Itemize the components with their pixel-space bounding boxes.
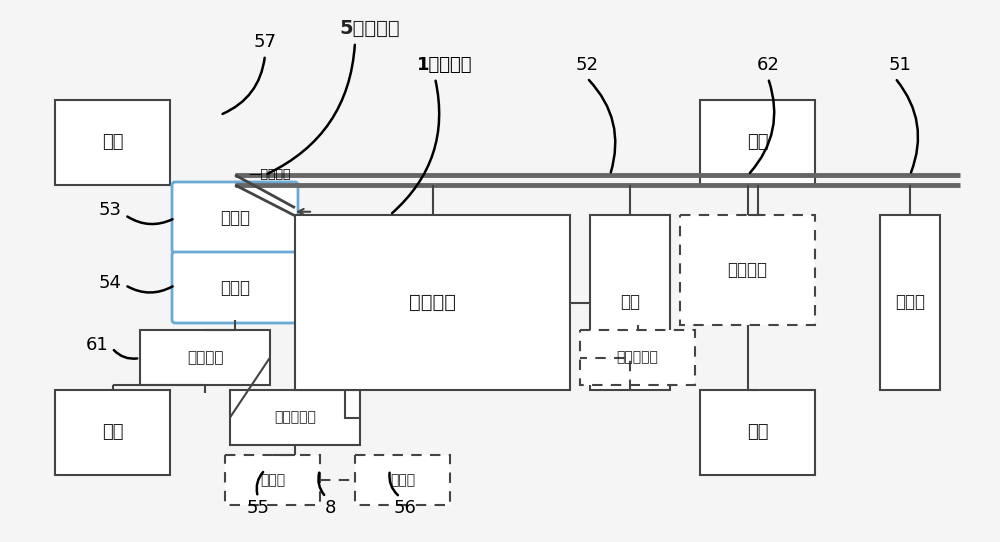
Text: 车轮: 车轮 xyxy=(747,133,768,152)
Text: 换电电池: 换电电池 xyxy=(409,293,456,312)
FancyBboxPatch shape xyxy=(225,455,320,505)
FancyBboxPatch shape xyxy=(172,252,298,323)
Text: 充电机: 充电机 xyxy=(260,473,285,487)
FancyBboxPatch shape xyxy=(590,215,670,390)
Text: 发电机: 发电机 xyxy=(220,279,250,296)
FancyBboxPatch shape xyxy=(880,215,940,390)
Text: 排气管: 排气管 xyxy=(895,294,925,312)
Text: 油筱: 油筱 xyxy=(620,294,640,312)
Text: 52: 52 xyxy=(576,56,598,74)
FancyBboxPatch shape xyxy=(55,390,170,475)
FancyBboxPatch shape xyxy=(355,455,450,505)
Text: 车轮: 车轮 xyxy=(102,423,123,442)
Text: 54: 54 xyxy=(98,274,122,292)
FancyBboxPatch shape xyxy=(700,100,815,185)
FancyBboxPatch shape xyxy=(700,390,815,475)
Text: 前驱电机: 前驱电机 xyxy=(187,350,223,365)
Text: 车轮: 车轮 xyxy=(102,133,123,152)
Text: 电机控制器: 电机控制器 xyxy=(617,351,658,365)
Text: 1换电电池: 1换电电池 xyxy=(417,56,473,74)
FancyBboxPatch shape xyxy=(55,100,170,185)
Text: 62: 62 xyxy=(757,56,779,74)
FancyBboxPatch shape xyxy=(580,330,695,385)
Text: 5增程单元: 5增程单元 xyxy=(340,18,400,37)
Text: 8: 8 xyxy=(324,499,336,517)
FancyBboxPatch shape xyxy=(295,215,570,390)
FancyBboxPatch shape xyxy=(680,215,815,325)
FancyBboxPatch shape xyxy=(140,330,270,385)
Text: 51: 51 xyxy=(889,56,911,74)
FancyBboxPatch shape xyxy=(230,390,360,445)
FancyBboxPatch shape xyxy=(172,182,298,253)
Text: 后驱电机: 后驱电机 xyxy=(728,261,768,279)
Text: 55: 55 xyxy=(246,499,270,517)
Text: 电机控制器: 电机控制器 xyxy=(274,410,316,424)
Text: 57: 57 xyxy=(254,33,276,51)
Text: 充电口: 充电口 xyxy=(390,473,415,487)
Text: 56: 56 xyxy=(394,499,416,517)
Text: 61: 61 xyxy=(86,336,108,354)
Text: 车轮: 车轮 xyxy=(747,423,768,442)
Text: 53: 53 xyxy=(98,201,122,219)
Text: 发动机: 发动机 xyxy=(220,209,250,227)
Text: —增程单元: —增程单元 xyxy=(248,169,290,182)
